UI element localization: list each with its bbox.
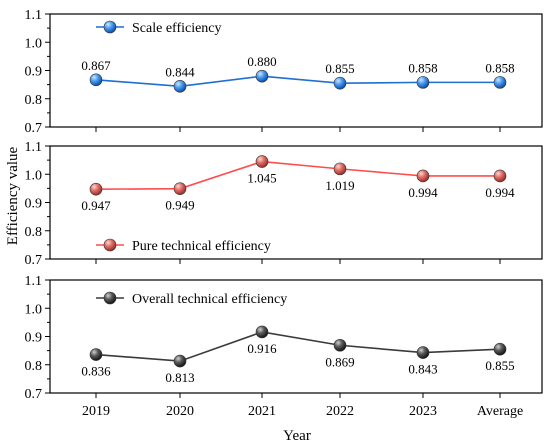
x-tick-label: 2021 <box>248 404 276 419</box>
y-tick-label: 1.1 <box>25 274 43 289</box>
x-tick-label: 2023 <box>409 404 437 419</box>
data-point <box>255 325 269 339</box>
data-label: 0.994 <box>408 185 438 200</box>
data-point <box>416 169 430 183</box>
data-point <box>333 76 347 90</box>
y-tick-label: 0.7 <box>25 387 43 402</box>
data-label: 0.858 <box>408 60 437 75</box>
chart-panels: 0.7 0.8 0.9 1.0 1.1 0.867 0.844 0.880 0.855 0.858… <box>25 8 543 419</box>
data-label: 0.813 <box>165 370 194 385</box>
x-axis-title: Year <box>283 428 311 444</box>
x-tick-label: 2022 <box>326 404 354 419</box>
y-tick-label: 1.1 <box>25 140 43 155</box>
data-point <box>416 346 430 359</box>
data-label: 0.843 <box>408 362 437 377</box>
panel-1-frame <box>49 13 543 128</box>
y-tick-label: 1.0 <box>25 302 43 317</box>
legend-label: Scale efficiency <box>132 21 222 36</box>
data-point <box>493 76 507 89</box>
data-point <box>416 76 430 89</box>
y-tick-label: 0.9 <box>25 331 43 346</box>
data-label: 0.858 <box>485 60 514 75</box>
data-point <box>255 69 269 83</box>
series-line-2 <box>95 160 500 191</box>
data-point <box>333 338 347 352</box>
x-tick-label: 2019 <box>82 404 110 419</box>
panel-2: 0.7 0.8 0.9 1.0 1.1 0.947 0.949 1.045 1.019 0.994… <box>25 140 543 268</box>
data-label: 0.947 <box>81 198 111 213</box>
legend-label: Overall technical efficiency <box>132 292 287 307</box>
panel-1: 0.7 0.8 0.9 1.0 1.1 0.867 0.844 0.880 0.855 0.858… <box>25 8 543 136</box>
y-tick-label: 0.7 <box>25 121 43 136</box>
y-tick-label: 0.7 <box>25 253 43 268</box>
y-tick-label: 0.9 <box>25 197 43 212</box>
data-label: 0.916 <box>247 341 277 356</box>
x-tick-label: Average <box>477 404 523 419</box>
data-point <box>173 182 187 195</box>
data-point <box>173 354 187 368</box>
y-axis-title: Efficiency value <box>5 146 21 245</box>
data-label: 0.869 <box>325 354 354 369</box>
data-point <box>173 80 187 93</box>
data-point <box>255 155 269 168</box>
panel-2-frame <box>49 145 543 260</box>
data-label: 0.994 <box>485 185 515 200</box>
data-label: 1.019 <box>325 178 354 193</box>
y-tick-label: 1.0 <box>25 36 43 51</box>
data-point <box>493 342 507 356</box>
data-label: 0.867 <box>81 58 111 73</box>
panel-3: 0.7 0.8 0.9 1.0 1.1 0.836 0.813 0.916 0.869 0.843… <box>25 274 543 402</box>
y-tick-label: 0.8 <box>25 225 43 240</box>
data-label: 0.855 <box>325 61 354 76</box>
data-label: 0.880 <box>247 54 276 69</box>
data-point <box>333 162 347 176</box>
legend-label: Pure technical efficiency <box>132 239 271 254</box>
data-point <box>89 182 103 196</box>
panel-3-frame <box>49 279 543 394</box>
y-tick-label: 1.0 <box>25 168 43 183</box>
legend-marker <box>103 291 117 305</box>
data-label: 0.855 <box>485 358 514 373</box>
y-tick-label: 0.8 <box>25 359 43 374</box>
y-tick-label: 1.1 <box>25 8 43 23</box>
y-tick-label: 0.9 <box>25 65 43 80</box>
data-label: 0.844 <box>165 64 195 79</box>
data-point <box>89 348 103 361</box>
legend-marker <box>103 20 117 34</box>
data-point <box>493 169 507 183</box>
y-tick-label: 0.8 <box>25 93 43 108</box>
data-label: 0.949 <box>165 198 194 213</box>
x-tick-label: 2020 <box>166 404 194 419</box>
data-label: 0.836 <box>81 364 111 379</box>
data-label: 1.045 <box>247 171 276 186</box>
series-line-1 <box>95 75 500 88</box>
legend-marker <box>103 238 117 252</box>
series-line-3 <box>95 331 501 362</box>
data-point <box>89 73 103 87</box>
